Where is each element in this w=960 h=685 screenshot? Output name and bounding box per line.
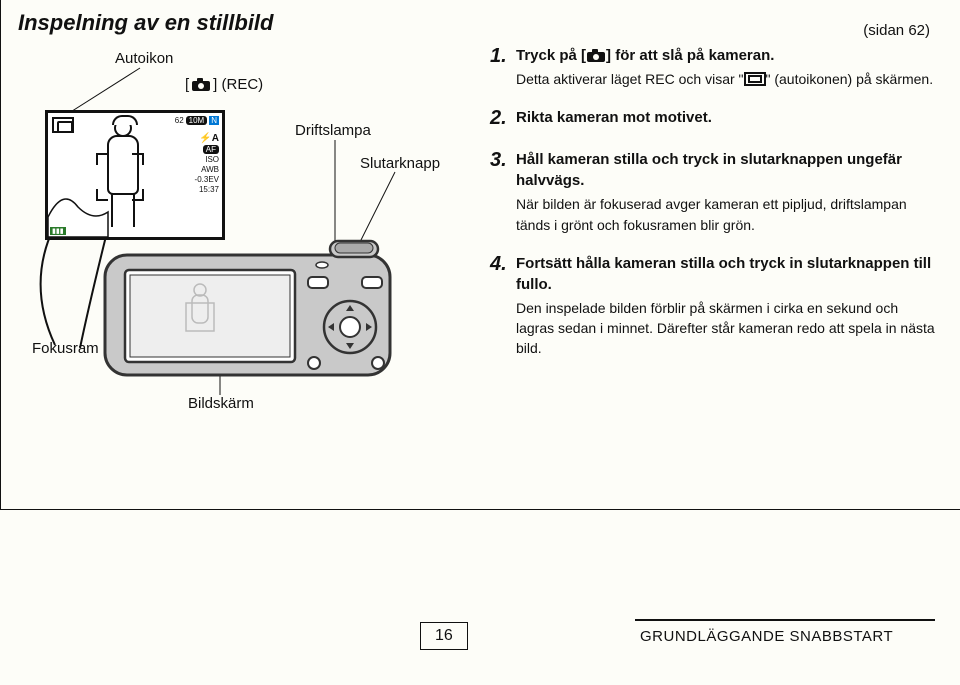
awb-indicator: AWB xyxy=(201,165,219,174)
lcd-preview: 62 10M N ⚡A AF ISO AWB -0.3EV 15:37 ▮▮▮ xyxy=(45,110,225,240)
footer-rule xyxy=(635,619,935,621)
step1-desc-post: " (autoikonen) på skärmen. xyxy=(766,71,934,87)
label-bildskarm: Bildskärm xyxy=(188,395,254,412)
footer-text: GRUNDLÄGGANDE SNABBSTART xyxy=(640,628,893,645)
top-right-indicators: 62 10M N xyxy=(175,116,219,125)
lcd-inner: 62 10M N ⚡A AF ISO AWB -0.3EV 15:37 ▮▮▮ xyxy=(48,113,222,237)
n-indicator: N xyxy=(209,116,219,125)
battery-indicator: ▮▮▮ xyxy=(50,227,66,235)
step-title: Fortsätt hålla kameran stilla och tryck … xyxy=(516,253,935,295)
label-slutarknapp: Slutarknapp xyxy=(360,155,440,172)
step-3: 3. Håll kameran stilla och tryck in slut… xyxy=(490,149,935,235)
label-rec: [ ] (REC) xyxy=(185,76,263,93)
step-number: 3. xyxy=(490,149,516,172)
step-number: 1. xyxy=(490,45,516,68)
step-number: 4. xyxy=(490,253,516,276)
camera-icon xyxy=(586,49,606,63)
label-fokusram: Fokusram xyxy=(32,340,99,357)
step-title: Rikta kameran mot motivet. xyxy=(516,107,935,128)
autoicon-icon xyxy=(744,72,766,86)
step-title: Håll kameran stilla och tryck in slutark… xyxy=(516,149,935,191)
camera-illustration xyxy=(100,235,400,385)
autoicon-indicator xyxy=(52,117,74,133)
resolution-pill: 10M xyxy=(186,116,208,125)
focus-frame xyxy=(96,153,144,201)
rec-prefix: [ xyxy=(185,76,189,93)
label-autoikon: Autoikon xyxy=(115,50,173,67)
step-desc: Detta aktiverar läget REC och visar " " (… xyxy=(516,69,935,89)
instructions: 1. Tryck på [ ] för att slå på kameran. D… xyxy=(490,45,935,377)
step1-title-post: ] för att slå på kameran. xyxy=(606,47,774,64)
step-number: 2. xyxy=(490,107,516,130)
iso-indicator: ISO xyxy=(205,155,219,164)
step1-title-pre: Tryck på [ xyxy=(516,47,586,64)
step-4: 4. Fortsätt hålla kameran stilla och try… xyxy=(490,253,935,359)
af-indicator: AF xyxy=(203,145,219,154)
step-title: Tryck på [ ] för att slå på kameran. xyxy=(516,45,935,66)
page-title: Inspelning av en stillbild xyxy=(18,10,273,36)
rec-suffix: ] (REC) xyxy=(213,76,263,93)
step1-desc-pre: Detta aktiverar läget REC och visar " xyxy=(516,71,744,87)
right-indicator-column: ⚡A AF ISO AWB -0.3EV 15:37 xyxy=(195,133,219,194)
page-number: 16 xyxy=(420,622,468,650)
step-desc: Den inspelade bilden förblir på skärmen … xyxy=(516,298,935,359)
ev-indicator: -0.3EV xyxy=(195,175,219,184)
shot-count: 62 xyxy=(175,116,184,125)
step-2: 2. Rikta kameran mot motivet. xyxy=(490,107,935,131)
step-1: 1. Tryck på [ ] för att slå på kameran. D… xyxy=(490,45,935,89)
page-reference: (sidan 62) xyxy=(863,22,930,39)
camera-icon xyxy=(191,78,211,92)
step-desc: När bilden är fokuserad avger kameran et… xyxy=(516,194,935,235)
label-driftslampa: Driftslampa xyxy=(295,122,371,139)
time-indicator: 15:37 xyxy=(199,185,219,194)
flash-indicator: ⚡A xyxy=(199,133,219,144)
